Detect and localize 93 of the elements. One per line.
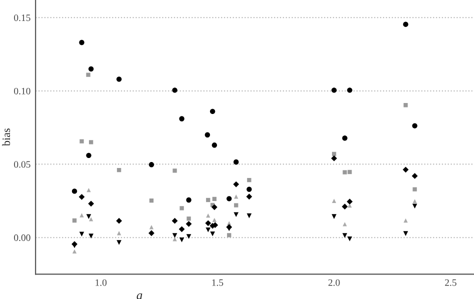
- point: [88, 234, 94, 238]
- point: [116, 218, 122, 224]
- point: [404, 103, 408, 108]
- point: [149, 198, 154, 203]
- x-tick-label: 1.5: [212, 279, 224, 286]
- point: [179, 116, 184, 122]
- point: [80, 213, 84, 218]
- point: [172, 233, 178, 238]
- point: [179, 237, 184, 242]
- point: [172, 218, 178, 224]
- point: [72, 188, 78, 194]
- x-tick-label: 2.5: [445, 279, 456, 286]
- point: [116, 231, 122, 236]
- point: [116, 168, 122, 172]
- point: [331, 88, 337, 93]
- point: [342, 170, 347, 174]
- point: [79, 232, 84, 237]
- point: [186, 234, 192, 239]
- point: [180, 206, 184, 210]
- point: [246, 186, 252, 192]
- point: [211, 204, 218, 210]
- point: [332, 214, 336, 219]
- y-axis-title: bias: [2, 128, 10, 146]
- point: [72, 218, 77, 223]
- point: [342, 222, 347, 226]
- x-tick-label: 2.0: [328, 279, 340, 286]
- point: [86, 152, 92, 158]
- point: [86, 188, 91, 192]
- point: [332, 152, 336, 156]
- point: [186, 216, 191, 221]
- point: [346, 198, 353, 205]
- point: [403, 231, 408, 236]
- y-tick-label: 0.10: [14, 88, 30, 94]
- point: [412, 199, 417, 204]
- point: [86, 72, 90, 77]
- point: [206, 227, 211, 232]
- y-tick-label: 0.05: [14, 161, 30, 168]
- point: [88, 200, 94, 207]
- point: [412, 173, 418, 179]
- point: [206, 198, 210, 202]
- y-tick-label: 0.00: [14, 234, 30, 242]
- point: [226, 196, 232, 202]
- point: [116, 240, 122, 245]
- point: [212, 196, 217, 202]
- point: [116, 76, 122, 82]
- point: [412, 204, 418, 209]
- point: [79, 40, 84, 46]
- point: [348, 170, 352, 174]
- point: [88, 66, 94, 72]
- point: [78, 194, 85, 200]
- point: [72, 249, 77, 254]
- point: [331, 155, 338, 162]
- point: [246, 194, 252, 200]
- point: [212, 218, 217, 222]
- point: [412, 187, 417, 192]
- point: [342, 204, 348, 210]
- y-tick-label: 0.15: [14, 14, 30, 22]
- point: [88, 217, 94, 222]
- point: [206, 213, 210, 218]
- point: [178, 226, 185, 232]
- point: [412, 123, 418, 128]
- point: [186, 197, 192, 203]
- point: [212, 142, 218, 148]
- point: [404, 218, 408, 223]
- point: [347, 88, 352, 93]
- point: [402, 166, 409, 173]
- point: [403, 22, 408, 27]
- point: [149, 225, 154, 230]
- point: [172, 168, 177, 173]
- point: [210, 231, 215, 236]
- point: [80, 139, 84, 144]
- point: [186, 220, 192, 227]
- point: [148, 230, 154, 236]
- point: [204, 132, 210, 138]
- point: [234, 203, 238, 208]
- point: [234, 212, 239, 218]
- point: [234, 159, 239, 165]
- point: [148, 162, 154, 168]
- point: [247, 178, 252, 182]
- point: [347, 236, 352, 242]
- point: [210, 108, 216, 114]
- point: [205, 220, 212, 226]
- point: [332, 198, 336, 203]
- point: [88, 140, 94, 144]
- point: [172, 88, 178, 93]
- x-axis-title: a: [136, 293, 142, 299]
- point: [246, 213, 252, 218]
- point: [227, 233, 232, 238]
- point: [233, 181, 240, 188]
- point: [342, 136, 348, 141]
- point: [86, 214, 92, 219]
- x-tick-label: 1.0: [96, 279, 107, 286]
- point: [342, 233, 348, 238]
